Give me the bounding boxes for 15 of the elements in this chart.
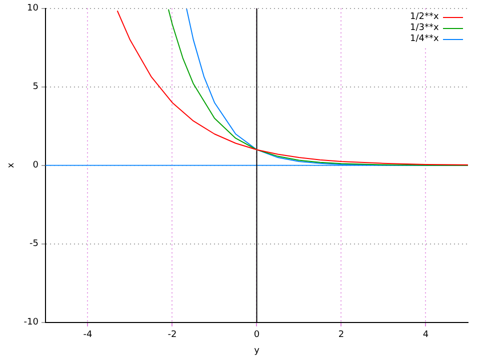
x-tick-label: 4 (422, 330, 429, 340)
x-tick-label: -4 (83, 330, 93, 340)
y-tick-label: 0 (32, 160, 39, 171)
x-tick-label: 2 (338, 330, 344, 340)
x-tick-label: -2 (168, 330, 177, 340)
y-axis-title: x (6, 162, 17, 168)
x-tick-label: 0 (254, 330, 260, 340)
y-tick-label: -10 (24, 318, 39, 328)
x-axis-title: y (254, 346, 260, 356)
legend-label: 1/3**x (410, 23, 439, 34)
y-tick-label: -5 (30, 239, 38, 250)
y-tick-label: 5 (32, 82, 38, 92)
legend-label: 1/4**x (410, 34, 439, 46)
y-tick-label: 10 (27, 4, 39, 14)
legend-label: 1/2**x (410, 12, 439, 23)
